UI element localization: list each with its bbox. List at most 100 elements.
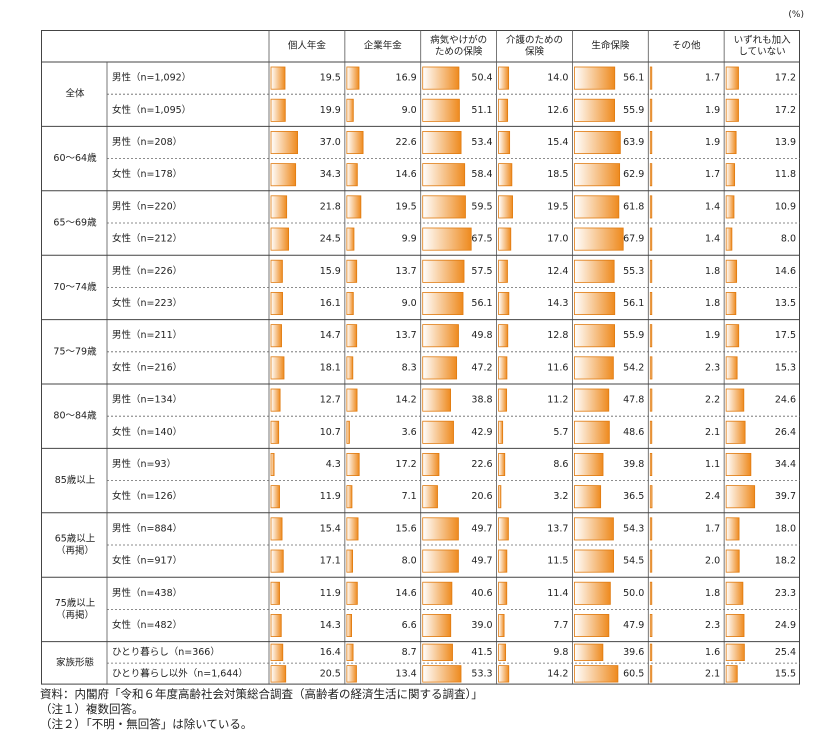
value-label-16-3: 11.4 <box>547 588 568 599</box>
column-header-5-line-0: その他 <box>672 40 701 52</box>
bar-4-0 <box>270 195 288 219</box>
value-label-0-6: 17.2 <box>775 73 796 84</box>
bar-9-3 <box>498 356 508 380</box>
row-label-2: 男性（n=208） <box>112 136 182 148</box>
value-label-13-0: 11.9 <box>320 491 341 502</box>
value-label-3-6: 11.8 <box>775 169 796 180</box>
note-2: （注２）「不明・無回答」は除いている。 <box>40 717 253 731</box>
bar-4-1 <box>346 195 362 219</box>
value-label-6-6: 14.6 <box>775 266 796 277</box>
bar-9-1 <box>346 356 354 380</box>
unit-label: (%) <box>788 10 804 20</box>
value-label-4-0: 21.8 <box>320 201 341 212</box>
value-label-8-0: 14.7 <box>320 330 341 341</box>
value-label-1-1: 9.0 <box>402 105 417 116</box>
bar-1-6 <box>725 98 739 122</box>
value-label-3-2: 58.4 <box>471 169 492 180</box>
value-label-1-6: 17.2 <box>775 105 796 116</box>
value-label-12-2: 22.6 <box>471 459 492 470</box>
bar-10-5 <box>649 388 653 412</box>
value-label-17-5: 2.3 <box>705 620 720 631</box>
bar-2-0 <box>270 131 298 155</box>
value-label-5-2: 67.5 <box>471 234 492 245</box>
value-label-0-1: 16.9 <box>396 73 417 84</box>
value-label-13-3: 3.2 <box>553 491 568 502</box>
value-label-16-0: 11.9 <box>320 588 341 599</box>
bar-14-3 <box>498 517 509 541</box>
column-header-3-line-1: 保険 <box>525 45 545 57</box>
bar-8-1 <box>346 324 358 348</box>
bar-13-3 <box>498 485 502 509</box>
value-label-15-4: 54.5 <box>623 556 644 567</box>
bar-6-6 <box>725 259 738 283</box>
bar-16-4 <box>574 581 611 605</box>
value-label-15-1: 8.0 <box>402 556 417 567</box>
bar-15-2 <box>422 549 459 573</box>
bar-4-3 <box>498 195 513 219</box>
bar-8-5 <box>649 324 653 348</box>
bar-19-1 <box>346 665 357 683</box>
column-header-2-line-0: 病気やけがの <box>430 34 487 46</box>
bar-14-1 <box>346 517 359 541</box>
value-label-19-6: 15.5 <box>775 668 796 679</box>
bar-10-6 <box>725 388 745 412</box>
bar-14-4 <box>574 517 614 541</box>
bar-13-0 <box>270 485 280 509</box>
value-label-5-3: 17.0 <box>547 234 568 245</box>
value-label-9-0: 18.1 <box>320 362 341 373</box>
bar-8-6 <box>725 324 740 348</box>
value-label-19-3: 14.2 <box>547 668 568 679</box>
value-label-17-2: 39.0 <box>471 620 492 631</box>
value-label-14-0: 15.4 <box>320 523 341 534</box>
bar-11-1 <box>346 420 350 444</box>
value-label-9-1: 8.3 <box>402 362 417 373</box>
bar-16-5 <box>649 581 653 605</box>
value-label-5-6: 8.0 <box>781 234 796 245</box>
row-label-10: 男性（n=134） <box>112 394 182 406</box>
value-label-8-3: 12.8 <box>547 330 568 341</box>
value-label-14-6: 18.0 <box>775 523 796 534</box>
column-header-6-line-1: していない <box>738 46 785 57</box>
bar-0-0 <box>270 66 286 90</box>
value-label-16-4: 50.0 <box>623 588 644 599</box>
value-label-0-4: 56.1 <box>623 73 644 84</box>
row-label-1: 女性（n=1,095） <box>112 104 191 116</box>
value-label-4-6: 10.9 <box>775 201 796 212</box>
value-label-2-2: 53.4 <box>471 137 492 148</box>
bar-10-1 <box>346 388 358 412</box>
value-label-3-1: 14.6 <box>396 169 417 180</box>
value-label-1-0: 19.9 <box>320 105 341 116</box>
value-label-19-1: 13.4 <box>396 668 417 679</box>
value-label-1-5: 1.9 <box>705 105 720 116</box>
row-label-6: 男性（n=226） <box>112 265 182 277</box>
bar-7-4 <box>574 291 616 315</box>
bar-16-0 <box>270 581 280 605</box>
row-label-18: ひとり暮らし（n=366） <box>112 646 220 658</box>
value-label-10-5: 2.2 <box>705 395 720 406</box>
bar-0-1 <box>346 66 360 90</box>
group-label-8-line-1: （再掲） <box>56 609 94 621</box>
value-label-14-2: 49.7 <box>471 523 492 534</box>
bar-6-4 <box>574 259 615 283</box>
bar-12-3 <box>498 452 506 476</box>
value-label-6-5: 1.8 <box>705 266 720 277</box>
value-label-16-1: 14.6 <box>396 588 417 599</box>
value-label-15-0: 17.1 <box>320 556 341 567</box>
value-label-7-3: 14.3 <box>547 298 568 309</box>
bar-17-3 <box>498 614 505 638</box>
value-label-4-1: 19.5 <box>396 201 417 212</box>
bar-2-4 <box>574 131 621 155</box>
bar-4-6 <box>725 195 735 219</box>
value-label-7-1: 9.0 <box>402 298 417 309</box>
value-label-19-5: 2.1 <box>705 668 720 679</box>
bar-0-4 <box>574 66 616 90</box>
bar-19-5 <box>649 665 653 683</box>
value-label-18-3: 9.8 <box>553 647 568 658</box>
bar-12-5 <box>649 452 653 476</box>
bar-14-5 <box>649 517 653 541</box>
value-label-9-2: 47.2 <box>471 362 492 373</box>
value-label-4-5: 1.4 <box>705 201 720 212</box>
value-label-19-4: 60.5 <box>623 668 644 679</box>
bar-19-4 <box>574 665 619 683</box>
